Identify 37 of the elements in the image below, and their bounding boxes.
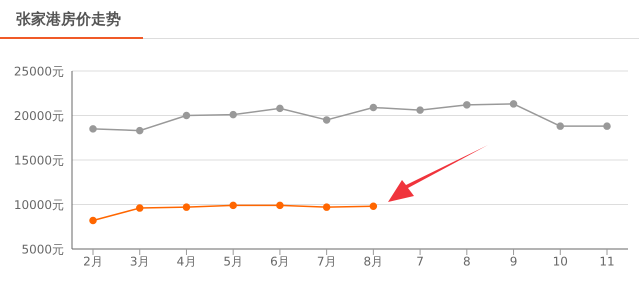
x-tick-label: 7 [416, 254, 424, 269]
point [322, 203, 330, 211]
point [603, 122, 611, 130]
x-tick-label: 2月 [83, 254, 103, 269]
x-tick-label: 10 [552, 254, 568, 269]
point [229, 202, 237, 210]
point [182, 112, 190, 120]
chart-title: 张家港房价走势 [16, 10, 121, 29]
point [136, 126, 144, 134]
point [276, 104, 284, 112]
x-tick-label: 11 [599, 254, 615, 269]
point [276, 202, 284, 210]
x-tick-label: 5月 [223, 254, 243, 269]
point [370, 104, 378, 112]
y-tick-label: 5000元 [21, 242, 64, 256]
x-tick-label: 7月 [316, 254, 336, 269]
x-tick-label: 6月 [270, 254, 290, 269]
y-tick-label: 20000元 [14, 108, 64, 123]
point [510, 100, 518, 108]
point [370, 202, 378, 210]
point [229, 110, 237, 118]
x-tick-label: 3月 [130, 254, 150, 269]
x-tick-label: 4月 [176, 254, 196, 269]
point [556, 122, 564, 130]
point [89, 125, 97, 133]
point [89, 216, 97, 224]
y-tick-label: 15000元 [14, 153, 64, 168]
x-tick-label: 8 [463, 254, 471, 269]
x-tick-label: 8月 [364, 254, 384, 269]
point [136, 204, 144, 212]
y-tick-label: 10000元 [14, 198, 64, 212]
point [182, 203, 190, 211]
point [416, 106, 424, 114]
y-tick-label: 25000元 [14, 64, 64, 78]
point [463, 101, 471, 109]
point [322, 116, 330, 124]
x-tick-label: 9 [510, 254, 518, 269]
